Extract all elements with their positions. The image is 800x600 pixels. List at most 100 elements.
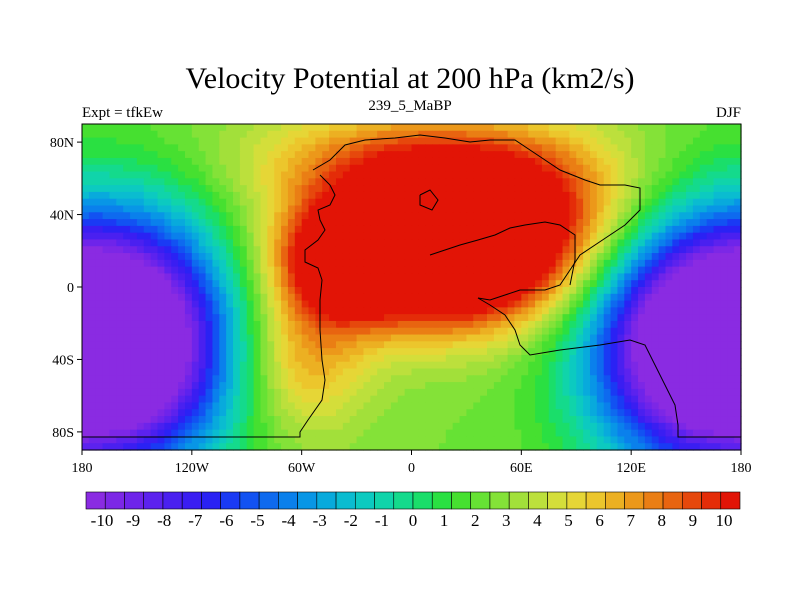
heatmap-cell: [569, 205, 577, 213]
heatmap-cell: [253, 361, 262, 370]
heatmap-cell: [576, 198, 584, 207]
heatmap-cell: [507, 164, 516, 173]
heatmap-cell: [349, 287, 358, 295]
heatmap-cell: [692, 320, 701, 329]
heatmap-cell: [569, 273, 577, 281]
heatmap-cell: [418, 239, 426, 247]
heatmap-cell: [164, 205, 172, 213]
heatmap-cell: [184, 191, 193, 200]
heatmap-cell: [226, 443, 234, 451]
heatmap-cell: [157, 314, 165, 322]
heatmap-cell: [493, 395, 502, 404]
heatmap-cell: [521, 429, 529, 438]
heatmap-cell: [686, 361, 694, 370]
heatmap-cell: [713, 327, 721, 336]
heatmap-cell: [82, 212, 90, 220]
heatmap-cell: [438, 205, 447, 213]
heatmap-cell: [82, 280, 90, 288]
heatmap-cell: [136, 354, 145, 363]
heatmap-cell: [136, 327, 145, 336]
heatmap-cell: [720, 232, 728, 241]
heatmap-cell: [274, 171, 282, 179]
heatmap-cell: [610, 409, 619, 417]
heatmap-cell: [480, 287, 488, 295]
heatmap-cell: [274, 388, 282, 397]
heatmap-cell: [233, 280, 241, 288]
heatmap-cell: [624, 185, 632, 193]
heatmap-cell: [480, 300, 488, 308]
heatmap-cell: [452, 280, 461, 288]
heatmap-cell: [212, 436, 220, 444]
heatmap-cell: [95, 259, 104, 268]
heatmap-cell: [432, 320, 440, 329]
colorbar-swatch: [104, 491, 125, 510]
heatmap-cell: [246, 205, 255, 213]
heatmap-cell: [281, 293, 289, 302]
heatmap-cell: [610, 354, 619, 363]
heatmap-cell: [713, 307, 721, 315]
heatmap-cell: [404, 137, 413, 145]
heatmap-cell: [164, 375, 172, 383]
heatmap-cell: [610, 246, 619, 254]
heatmap-cell: [390, 185, 399, 193]
heatmap-cell: [102, 320, 111, 329]
heatmap-cell: [589, 212, 598, 220]
heatmap-cell: [143, 307, 152, 315]
heatmap-cell: [487, 375, 495, 383]
heatmap-cell: [219, 443, 227, 451]
heatmap-cell: [377, 354, 385, 363]
colorbar-swatch: [566, 491, 587, 510]
heatmap-cell: [548, 239, 557, 247]
heatmap-cell: [198, 287, 207, 295]
heatmap-cell: [123, 327, 131, 336]
heatmap-cell: [294, 157, 303, 166]
heatmap-cell: [281, 185, 289, 193]
heatmap-cell: [569, 422, 577, 431]
heatmap-cell: [720, 334, 728, 342]
heatmap-cell: [233, 144, 241, 152]
heatmap-cell: [95, 402, 104, 410]
heatmap-cell: [109, 130, 117, 139]
heatmap-cell: [583, 280, 591, 288]
heatmap-cell: [226, 212, 234, 220]
heatmap-cell: [322, 239, 330, 247]
heatmap-cell: [274, 178, 282, 186]
heatmap-cell: [596, 144, 605, 152]
heatmap-cell: [452, 232, 461, 241]
heatmap-cell: [466, 314, 474, 322]
heatmap-cell: [356, 300, 365, 308]
heatmap-cell: [473, 151, 481, 159]
heatmap-cell: [672, 368, 680, 376]
heatmap-cell: [384, 361, 392, 370]
heatmap-cell: [233, 436, 241, 444]
heatmap-cell: [644, 436, 653, 444]
heatmap-cell: [349, 198, 358, 207]
heatmap-cell: [617, 137, 625, 145]
heatmap-cell: [267, 178, 275, 186]
heatmap-cell: [555, 320, 564, 329]
heatmap-cell: [178, 205, 186, 213]
heatmap-cell: [143, 341, 152, 349]
heatmap-cell: [384, 205, 392, 213]
heatmap-cell: [734, 266, 742, 275]
heatmap-cell: [644, 334, 653, 342]
heatmap-cell: [445, 130, 454, 139]
heatmap-cell: [631, 334, 639, 342]
heatmap-cell: [658, 388, 667, 397]
heatmap-cell: [706, 191, 715, 200]
heatmap-cell: [589, 293, 598, 302]
heatmap-cell: [432, 137, 440, 145]
heatmap-cell: [411, 368, 419, 376]
heatmap-cell: [445, 185, 454, 193]
heatmap-cell: [178, 185, 186, 193]
chart-title: Velocity Potential at 200 hPa (km2/s): [185, 62, 634, 95]
heatmap-cell: [514, 198, 522, 207]
heatmap-cell: [212, 300, 220, 308]
heatmap-cell: [315, 409, 323, 417]
heatmap-cell: [157, 151, 165, 159]
heatmap-cell: [219, 130, 227, 139]
heatmap-cell: [219, 259, 227, 268]
heatmap-cell: [596, 280, 605, 288]
heatmap-cell: [734, 259, 742, 268]
heatmap-cell: [720, 185, 728, 193]
